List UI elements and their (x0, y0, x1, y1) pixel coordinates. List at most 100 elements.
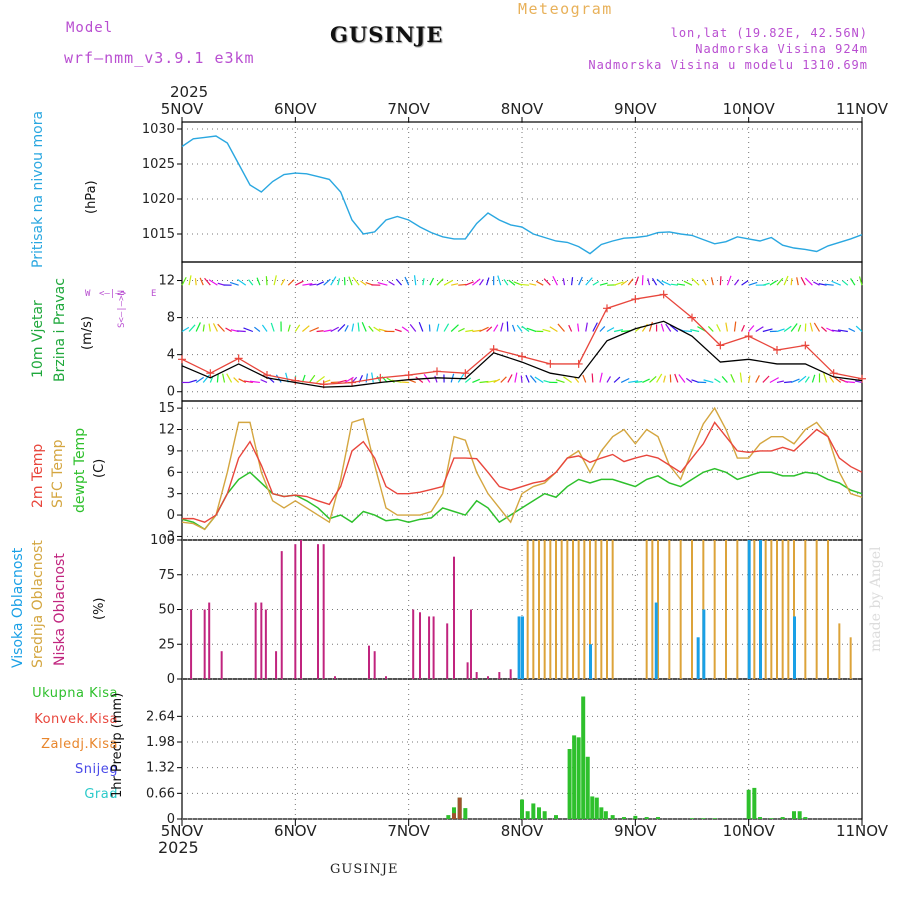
wind-arrow (716, 324, 721, 332)
wind-arrow (748, 325, 755, 332)
wind-gust-marker (291, 376, 300, 385)
cloud-bar-srednja (657, 540, 659, 679)
day-label-bottom: 6NOV (274, 822, 317, 840)
wind-arrow (243, 327, 254, 333)
y-tick-label: 1.32 (146, 761, 175, 776)
wind-arrow (287, 324, 291, 332)
y-tick-label: 50 (158, 603, 175, 618)
wind-arrow (195, 322, 201, 332)
day-label-top: 6NOV (274, 100, 317, 118)
wind-gust-marker (234, 354, 243, 363)
wind-gust-marker (489, 345, 498, 354)
wind-arrow (592, 280, 600, 286)
station-title: GUSINJE (330, 22, 444, 47)
cloud-bar-srednja (679, 540, 682, 679)
wind-arrow (613, 281, 624, 286)
wind-arrow (260, 379, 268, 384)
wind-arrow (796, 277, 799, 286)
precip-bar-ukupna (463, 808, 468, 819)
wind-gust-marker (518, 352, 526, 361)
wind-arrow (656, 373, 663, 383)
cloud-bar-niska (475, 672, 478, 679)
wind-arrow (295, 280, 304, 286)
wind-arrow (549, 326, 558, 333)
wind-arrow (837, 329, 848, 333)
wind-arrow (287, 279, 295, 286)
y-tick-label: 0 (167, 812, 175, 827)
panel-2 (181, 400, 863, 541)
y-tick-label: 100 (150, 533, 175, 548)
wind-gust-marker (659, 290, 668, 299)
cloud-bar-niska (280, 551, 283, 679)
wind-gust-marker (631, 295, 640, 304)
wind-arrow (188, 275, 192, 286)
wind-arrow (703, 379, 714, 384)
wind-arrow (225, 327, 232, 333)
wind-arrow (516, 324, 523, 332)
cloud-bar-srednja (725, 540, 727, 679)
wind-arrow (233, 377, 240, 383)
cloud-bar-niska (432, 616, 435, 679)
wind-arrow (809, 322, 813, 332)
wind-arrow (237, 278, 247, 286)
wind-arrow (506, 321, 509, 332)
wind-arrow (465, 329, 474, 333)
wind-arrow (479, 326, 489, 333)
y-tick-label: 0.66 (146, 786, 175, 801)
wind-gust-marker (688, 313, 696, 322)
precip-bar-ukupna (525, 811, 530, 819)
wind-arrow (316, 281, 325, 286)
wind-arrow (458, 283, 467, 286)
wind-arrow (721, 376, 728, 383)
precip-bar-ukupna (701, 818, 706, 819)
precip-label-5: Grad (84, 787, 118, 802)
wind-arrow (520, 375, 523, 383)
wind-arrow (555, 379, 565, 384)
y-tick-label: 0 (167, 508, 175, 523)
precip-bar-ukupna (599, 807, 604, 819)
y-tick-label: 75 (158, 568, 175, 583)
wind-arrow (534, 376, 544, 383)
wind-arrow (820, 326, 827, 332)
y-tick-label: -3 (162, 529, 175, 544)
cloud-bar-srednja (793, 540, 795, 679)
cloud-bar-niska (368, 645, 370, 679)
wind-arrow (797, 324, 802, 332)
wind-arrow (280, 278, 286, 286)
wind-arrow (434, 375, 438, 383)
wind-arrow (330, 326, 339, 333)
wind-arrow (521, 325, 530, 332)
cloud-bar-niska (428, 616, 431, 679)
wind-arrow (599, 282, 608, 286)
cloud-bar-srednja (611, 540, 614, 679)
wind-arrow (503, 279, 509, 286)
panel-4 (181, 678, 863, 820)
elevation-label: Nadmorska Visina 924m (695, 42, 868, 56)
wind-arrow (204, 277, 211, 286)
y-tick-label: 1020 (142, 192, 175, 207)
wind-arrow (599, 372, 603, 383)
day-label-bottom: 7NOV (387, 822, 430, 840)
precip-bar-ukupna (780, 817, 785, 819)
wind-arrow (790, 378, 800, 384)
wind-arrow (719, 276, 722, 286)
wind-arrow (741, 324, 745, 332)
precip-bar-ukupna (622, 817, 626, 819)
wind-arrow (678, 374, 686, 383)
wind-arrow (642, 378, 650, 384)
wind-arrow (591, 373, 594, 383)
wind-arrow (199, 277, 204, 286)
wind-arrow (755, 375, 760, 383)
y-tick-label: 1025 (142, 157, 175, 172)
cloud-bar-srednja (753, 540, 756, 679)
wind-arrow (585, 322, 588, 332)
cloud-bar-niska (509, 669, 512, 679)
wind-arrow (254, 326, 261, 332)
wind-gust-marker (801, 341, 810, 350)
wind-arrow (577, 323, 580, 332)
precip-bar-ukupna (446, 815, 451, 819)
precip-bar-ukupna (746, 789, 751, 819)
wind-arrow (562, 278, 566, 286)
wind-arrow (813, 322, 821, 332)
